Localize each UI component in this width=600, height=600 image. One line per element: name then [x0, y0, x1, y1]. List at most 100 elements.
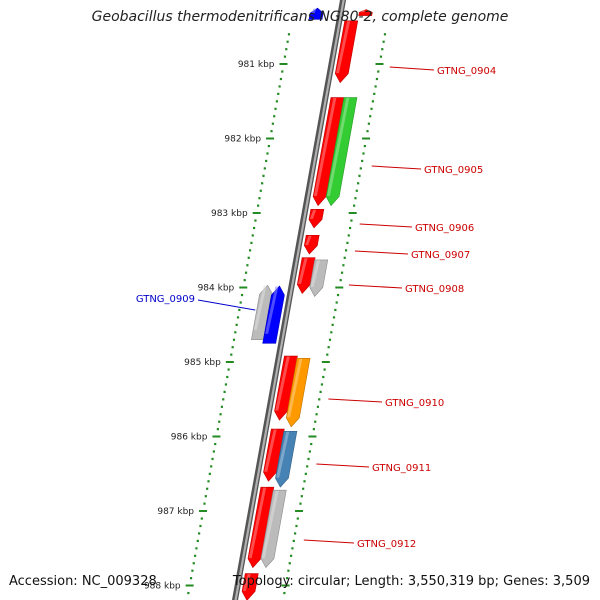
guide-dot-right [314, 420, 317, 423]
accession-text: Accession: NC_009328 [9, 574, 157, 589]
guide-dot-left [286, 40, 289, 43]
gene-arrow-shine [310, 260, 321, 287]
guide-dot-left [196, 539, 199, 542]
guide-dot-right [361, 159, 364, 163]
guide-dot-right [310, 442, 313, 446]
guide-dot-left [219, 413, 222, 416]
guide-dot-right [346, 241, 349, 244]
tick-label: 983 kbp [211, 209, 248, 219]
gene-arrow-body [312, 97, 345, 207]
guide-dot-right [300, 495, 303, 498]
guide-dot-left [246, 264, 249, 267]
gene-arrow-body [325, 97, 358, 207]
guide-dot-right [382, 40, 385, 43]
gene-arrow-shine [361, 10, 366, 13]
gene-arrow [260, 489, 287, 569]
tick-label: 984 kbp [198, 284, 235, 294]
gene-arrow-shine [311, 8, 317, 14]
gene-label-leader [303, 539, 355, 544]
gene-arrow-body [334, 20, 359, 84]
gene-arrow-shine [261, 490, 279, 559]
guide-dot-left [238, 308, 241, 312]
guide-dot-right [379, 55, 383, 58]
guide-dot-right [332, 316, 336, 319]
guide-dot-left [259, 189, 262, 192]
guide-dot-right [336, 293, 340, 297]
guide-dot-left [251, 234, 254, 237]
guide-dot-right [292, 539, 295, 542]
guide-dot-right [353, 204, 356, 207]
guide-dot-right [362, 152, 365, 155]
gene-arrow-body [358, 9, 373, 16]
guide-dot-right [370, 107, 373, 110]
gene-label-leader [348, 284, 403, 289]
guide-dot-left [257, 204, 260, 207]
gene-label: GTNG_0904 [437, 66, 496, 77]
guide-dot-right [306, 465, 309, 468]
guide-dot-right [315, 413, 318, 416]
guide-dot-left [200, 517, 203, 520]
tick-label: 987 kbp [157, 507, 194, 517]
guide-dot-right [363, 144, 366, 148]
guide-dot-right [326, 353, 329, 356]
gene-label: GTNG_0911 [372, 463, 431, 474]
guide-dot-right [322, 375, 325, 379]
guide-dot-right [320, 383, 324, 386]
gene-arrow-body [297, 257, 316, 294]
guide-dot-right [302, 487, 305, 490]
guide-dot-right [381, 48, 384, 51]
gene-arrow [297, 257, 316, 294]
guide-dot-left [207, 480, 210, 483]
guide-dot-right [304, 472, 307, 475]
gene-arrow-shine [287, 358, 303, 418]
gene-arrow-body [275, 430, 298, 488]
tick-label: 988 kbp [144, 582, 181, 592]
guide-dot-right [350, 219, 353, 222]
guide-dot-left [195, 547, 198, 550]
guide-dot-left [216, 428, 219, 431]
guide-dot-left [261, 182, 264, 185]
guide-dot-right [371, 100, 374, 103]
gene-arrow-shine [305, 235, 312, 246]
guide-dot-left [239, 301, 242, 304]
guide-dot-left [199, 524, 202, 528]
guide-dot-right [312, 428, 315, 431]
guide-dot-right [342, 264, 345, 267]
label-layer: GTNG_0904 GTNG_0905 GTNG_0906 GTNG_0907 GTNG… [136, 66, 496, 550]
guide-dot-left [252, 226, 256, 230]
gene-label-leader [197, 299, 256, 311]
gene-label: GTNG_0907 [411, 250, 470, 261]
gene-arrow-shine [309, 209, 317, 220]
gene-arrow-body [285, 357, 311, 428]
guide-dot-right [354, 197, 357, 200]
guide-dot-left [192, 562, 195, 565]
guide-dot-left [203, 502, 206, 505]
guide-dot-left [266, 152, 269, 155]
guide-dot-right [366, 130, 369, 133]
tick-label: 981 kbp [238, 60, 275, 70]
guide-dot-right [369, 115, 372, 118]
guide-dot-left [224, 383, 228, 386]
gene-arrow-shine [253, 285, 267, 331]
guide-dot-left [278, 85, 281, 88]
guide-dot-right [344, 249, 348, 252]
guide-dot-left [223, 390, 226, 393]
gene-arrow-shine [298, 258, 308, 284]
gene-arrow [275, 430, 298, 488]
tick-label: 985 kbp [184, 358, 221, 368]
guide-dot-right [327, 346, 330, 349]
guide-dot-right [358, 174, 361, 177]
guide-dot-left [254, 219, 257, 222]
guide-dot-right [334, 308, 337, 312]
guide-dot-right [355, 189, 358, 192]
gene-label: GTNG_0909 [136, 294, 195, 305]
guide-dot-left [193, 554, 197, 557]
guide-dot-right [295, 524, 298, 528]
guide-dot-left [244, 271, 248, 274]
gene-label-leader [328, 398, 383, 403]
guide-dot-right [347, 234, 350, 237]
guide-dot-right [340, 271, 344, 274]
gene-arrow [325, 97, 358, 207]
guide-dot-right [373, 92, 376, 95]
